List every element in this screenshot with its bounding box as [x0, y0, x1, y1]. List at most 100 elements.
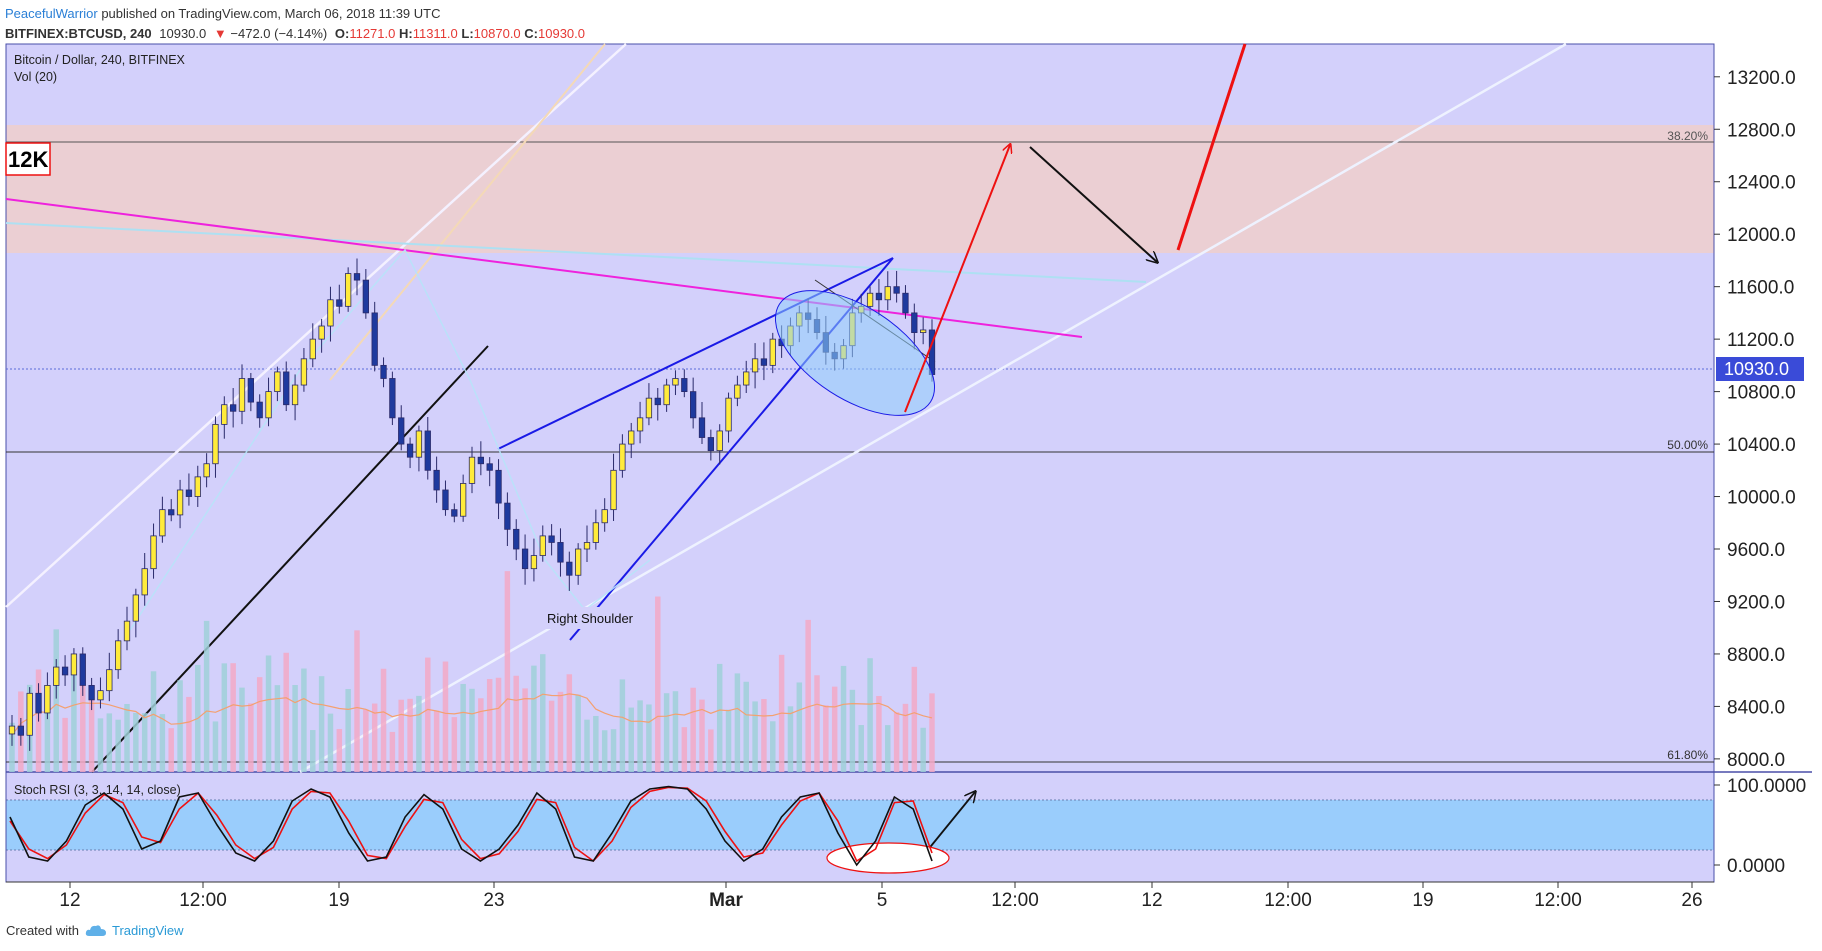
open-label: O:11271.0 — [334, 26, 396, 41]
black-arrow-down — [1029, 146, 1157, 262]
price-axis[interactable]: 13200.0 12800.0 12400.0 12000.0 11600.0 11200… — [1714, 68, 1796, 771]
candle — [504, 502, 511, 530]
volume-bar — [637, 700, 643, 772]
volume-bar — [725, 709, 732, 772]
resistance-zone — [6, 125, 1714, 253]
time-axis-label: 12 — [1141, 890, 1162, 911]
volume-bar — [133, 712, 139, 772]
candle — [530, 555, 538, 570]
volume-bar — [363, 709, 369, 772]
candle — [406, 443, 414, 458]
volume-bar — [716, 663, 723, 772]
volume-bar — [478, 698, 484, 772]
candle — [566, 561, 573, 576]
volume-bar — [840, 665, 847, 772]
created-with-label: Created with — [6, 923, 79, 938]
candle — [53, 666, 60, 686]
tradingview-brand: TradingView — [111, 923, 184, 938]
price-axis-label: 11200.0 — [1727, 330, 1794, 351]
volume-bar — [433, 710, 440, 772]
volume-bar — [593, 715, 599, 772]
high-label: H:11311.0 — [398, 26, 458, 41]
volume-bar — [646, 704, 652, 772]
volume-bar — [106, 713, 113, 772]
volume-bar — [920, 727, 926, 772]
candle — [654, 397, 661, 406]
candle — [88, 685, 95, 701]
volume-bar — [274, 685, 281, 772]
osc-axis-label: 0.0000 — [1727, 856, 1785, 877]
candle — [663, 384, 670, 406]
candle — [433, 469, 440, 491]
volume-bar — [787, 706, 794, 772]
time-axis-label: 19 — [328, 890, 349, 911]
volume-bar — [416, 695, 422, 772]
volume-bar — [80, 655, 86, 772]
candle — [345, 273, 352, 307]
candle — [628, 430, 635, 445]
candle — [424, 430, 431, 471]
candle — [221, 404, 228, 425]
volume-bar — [380, 668, 387, 772]
candle — [769, 338, 776, 366]
candle — [247, 378, 254, 403]
candle — [672, 378, 679, 386]
candle — [79, 653, 86, 686]
volume-bar — [203, 620, 210, 772]
candle — [698, 417, 706, 438]
candle — [389, 378, 396, 419]
candle — [97, 690, 104, 701]
volume-bar — [752, 701, 758, 772]
level-tag: 12K — [8, 147, 48, 172]
time-axis-label: 12:00 — [1264, 890, 1312, 911]
time-axis-label: 23 — [483, 890, 504, 911]
price-axis-label: 12000.0 — [1727, 225, 1796, 246]
change-value: −472.0 (−4.14%) — [230, 26, 328, 41]
candle — [477, 456, 484, 465]
volume-bar — [292, 685, 298, 772]
right-shoulder-label: Right Shoulder — [547, 611, 634, 626]
candle — [291, 384, 299, 406]
last-price: 10930.0 — [159, 26, 207, 41]
time-axis-label: 26 — [1681, 890, 1702, 911]
volume-bar — [389, 731, 396, 772]
volume-bar — [849, 689, 856, 772]
candle — [751, 358, 759, 373]
volume-bar — [628, 707, 634, 772]
candle — [866, 292, 874, 307]
oscillator-oversold-ellipse — [826, 842, 950, 874]
volume-bar — [770, 721, 776, 772]
volume-bar — [601, 730, 608, 772]
tradingview-link[interactable]: TradingView — [85, 923, 184, 938]
author-link[interactable]: PeacefulWarrior — [5, 6, 98, 21]
candle — [513, 528, 520, 550]
volume-bar — [734, 673, 741, 772]
volume-bar — [885, 725, 891, 772]
candle — [398, 417, 405, 445]
volume-bar — [858, 725, 864, 772]
candle — [176, 489, 184, 516]
volume-bar — [876, 696, 882, 772]
volume-bar — [902, 703, 909, 772]
candle — [362, 279, 369, 314]
candle — [274, 371, 281, 393]
candle — [168, 509, 175, 516]
cyan-neckline — [5, 222, 1147, 283]
candle — [17, 725, 24, 736]
volume-bar — [469, 688, 475, 772]
volume-bar — [814, 675, 820, 772]
time-axis[interactable]: 12 12:00 19 23 Mar 5 12:00 12 12:00 19 12:00 26 — [6, 881, 1714, 911]
volume-bar — [88, 687, 95, 772]
candle — [353, 273, 361, 281]
candle — [716, 430, 723, 452]
volume-bar — [486, 679, 493, 772]
volume-bar — [831, 686, 838, 772]
candle — [521, 548, 529, 570]
volume-bar — [407, 698, 413, 772]
volume-bar — [761, 699, 767, 772]
candle — [26, 692, 33, 736]
oscillator-axis[interactable]: 100.0000 0.0000 — [1714, 776, 1806, 877]
level-tag-box — [5, 142, 51, 176]
candle — [132, 594, 139, 622]
